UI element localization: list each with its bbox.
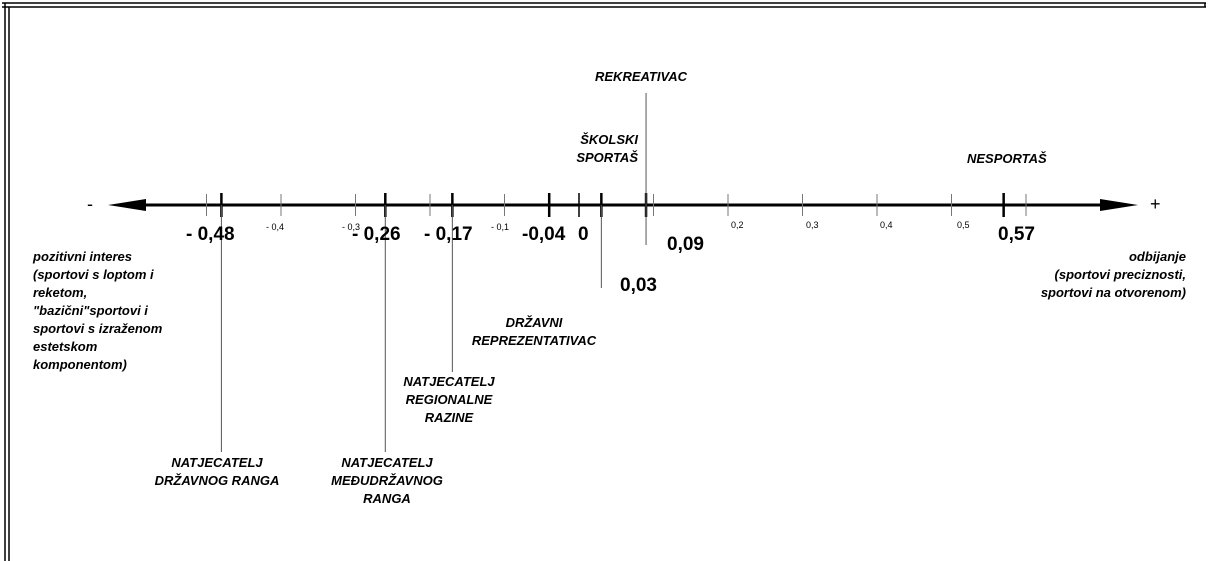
- plus-sign: +: [1150, 194, 1161, 214]
- tick-label-0-4: 0,4: [880, 220, 893, 230]
- value-label-0-57: 0,57: [998, 224, 1035, 245]
- tick-label-minus-0-3: - 0,3: [342, 222, 361, 232]
- value-label-0-03: 0,03: [620, 275, 657, 296]
- axis-arrow-right: [1100, 199, 1138, 211]
- value-label-0-09: 0,09: [667, 234, 704, 255]
- value-label-minus-0-26: - 0,26: [352, 224, 401, 245]
- value-label-minus-0-04: -0,04: [522, 224, 566, 245]
- label-skolski-sportas: ŠKOLSKI SPORTAŠ: [576, 132, 638, 165]
- left-note-positive-interest: pozitivni interes (sportovi s loptom i r…: [33, 249, 163, 372]
- tick-label-0-5: 0,5: [957, 220, 970, 230]
- label-drzavni-reprezentativac: DRŽAVNI REPREZENTATIVAC: [471, 315, 597, 348]
- tick-label-minus-0-1: - 0,1: [491, 222, 510, 232]
- tick-label-0-2: 0,2: [731, 220, 744, 230]
- label-rekreativac: REKREATIVAC: [595, 69, 687, 84]
- value-label-minus-0-48: - 0,48: [186, 224, 235, 245]
- axis-arrow-left: [108, 199, 146, 211]
- label-nesportas: NESPORTAŠ: [967, 151, 1047, 166]
- label-natjecatelj-regionalne-razine: NATJECATELJ REGIONALNE RAZINE: [403, 374, 495, 425]
- right-note-rejection: odbijanje (sportovi preciznosti, sportov…: [1040, 249, 1186, 300]
- label-natjecatelj-meudrzavnog-ranga: NATJECATELJ MEĐUDRŽAVNOG RANGA: [331, 455, 443, 506]
- value-label-minus-0-17: - 0,17: [424, 224, 473, 245]
- zero-label: 0: [578, 224, 589, 245]
- label-natjecatelj-drzavnog-ranga: NATJECATELJ DRŽAVNOG RANGA: [154, 455, 280, 488]
- minus-sign: -: [87, 194, 93, 214]
- tick-label-0-3: 0,3: [806, 220, 819, 230]
- tick-label-minus-0-4: - 0,4: [266, 222, 285, 232]
